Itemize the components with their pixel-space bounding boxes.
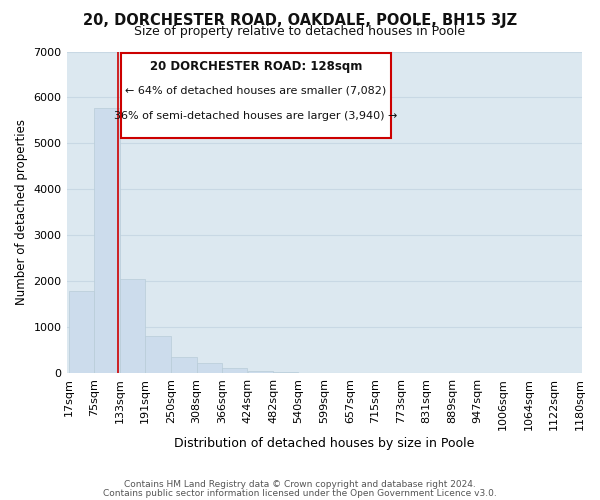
Bar	[273, 372, 298, 373]
Text: 36% of semi-detached houses are larger (3,940) →: 36% of semi-detached houses are larger (…	[114, 111, 398, 121]
Bar	[222, 368, 247, 373]
Bar	[145, 336, 170, 373]
Bar	[94, 108, 119, 373]
Text: 20, DORCHESTER ROAD, OAKDALE, POOLE, BH15 3JZ: 20, DORCHESTER ROAD, OAKDALE, POOLE, BH1…	[83, 12, 517, 28]
Bar	[120, 278, 145, 373]
FancyBboxPatch shape	[121, 53, 391, 138]
X-axis label: Distribution of detached houses by size in Poole: Distribution of detached houses by size …	[174, 437, 475, 450]
Text: Size of property relative to detached houses in Poole: Size of property relative to detached ho…	[134, 25, 466, 38]
Bar	[197, 362, 222, 373]
Bar	[248, 370, 273, 373]
Y-axis label: Number of detached properties: Number of detached properties	[15, 120, 28, 306]
Text: 20 DORCHESTER ROAD: 128sqm: 20 DORCHESTER ROAD: 128sqm	[150, 60, 362, 72]
Bar	[171, 356, 197, 373]
Text: Contains HM Land Registry data © Crown copyright and database right 2024.: Contains HM Land Registry data © Crown c…	[124, 480, 476, 489]
Bar	[299, 372, 324, 373]
Text: Contains public sector information licensed under the Open Government Licence v3: Contains public sector information licen…	[103, 488, 497, 498]
Bar	[69, 292, 94, 373]
Text: ← 64% of detached houses are smaller (7,082): ← 64% of detached houses are smaller (7,…	[125, 86, 386, 96]
